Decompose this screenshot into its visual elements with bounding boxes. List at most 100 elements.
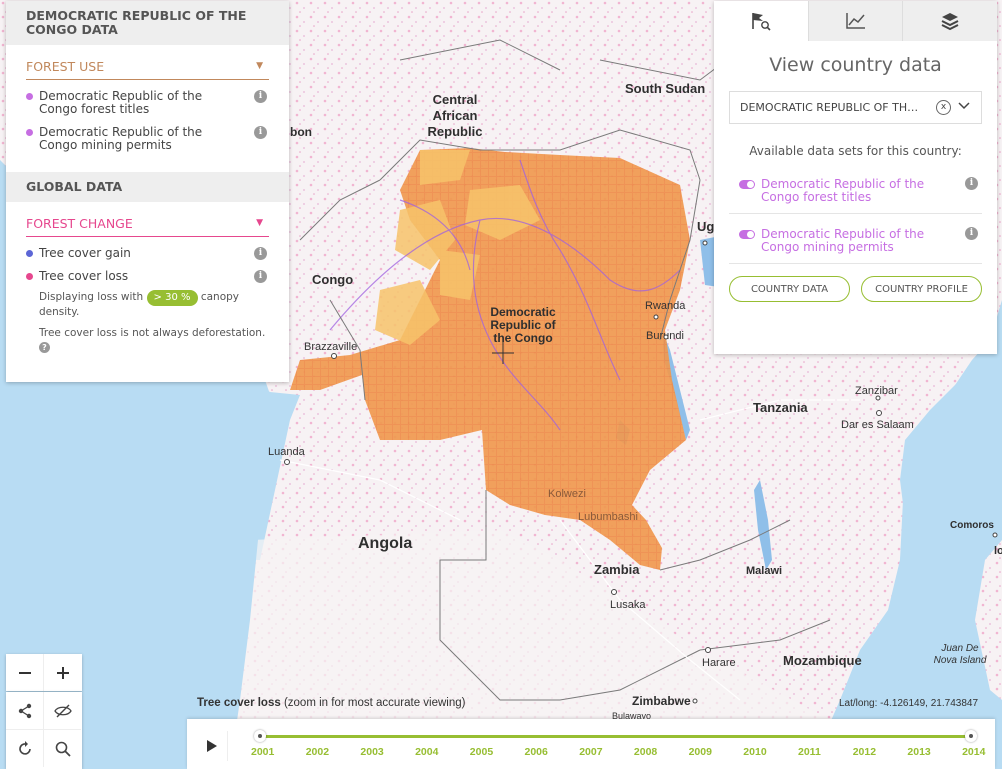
global-data-title: GLOBAL DATA <box>6 172 289 202</box>
country-data-button[interactable]: COUNTRY DATA <box>729 276 850 302</box>
roads <box>279 399 860 701</box>
timeline-year[interactable]: 2008 <box>633 746 658 758</box>
canopy-note-suffix: canopy density. <box>39 291 240 318</box>
timeline-year[interactable]: 2005 <box>469 746 494 758</box>
tab-analysis[interactable] <box>807 1 903 41</box>
legend-dot <box>26 273 33 280</box>
country-profile-button[interactable]: COUNTRY PROFILE <box>861 276 982 302</box>
timeline-year[interactable]: 2003 <box>360 746 384 758</box>
timeline-year[interactable]: 2009 <box>688 746 712 758</box>
legend-item-mining-permits[interactable]: Democratic Republic of the Congo mining … <box>26 116 269 152</box>
info-icon[interactable]: i <box>965 177 978 190</box>
info-icon[interactable]: i <box>254 90 267 103</box>
legend-item-tree-cover-gain[interactable]: Tree cover gain i <box>26 237 269 260</box>
info-icon[interactable]: i <box>965 227 978 240</box>
zoom-in-button[interactable] <box>44 654 81 691</box>
forest-use-dropdown[interactable]: FOREST USE ▼ <box>26 59 269 80</box>
zoom-out-button[interactable] <box>6 654 44 691</box>
label-bulawayo: Bulawayo <box>612 711 652 721</box>
timeline: 2001 2002 2003 2004 2005 2006 2007 2008 2009 2010… <box>187 719 995 769</box>
lat-long-readout: Lat/long: -4.126149, 21.743847 <box>839 698 979 709</box>
panel-buttons: COUNTRY DATA COUNTRY PROFILE <box>729 263 982 302</box>
layers-icon <box>941 13 959 31</box>
legend-label: Tree cover loss <box>39 269 129 283</box>
caret-down-icon: ▼ <box>256 218 263 228</box>
south-land <box>190 530 830 769</box>
timeline-year[interactable]: 2014 <box>962 746 986 758</box>
label-dar-es-salaam: Dar es Salaam <box>841 419 914 431</box>
timeline-track[interactable] <box>260 735 972 738</box>
timeline-end-handle[interactable] <box>965 730 977 742</box>
help-icon[interactable]: ? <box>39 341 50 353</box>
hide-panels-button[interactable] <box>44 692 81 730</box>
map-tools <box>6 692 82 769</box>
label-comoros: Comoros <box>950 520 994 531</box>
timeline-year[interactable]: 2007 <box>579 746 603 758</box>
legend-item-forest-titles[interactable]: Democratic Republic of the Congo forest … <box>26 80 269 116</box>
timeline-year[interactable]: 2001 <box>251 746 275 758</box>
zoom-controls <box>6 654 82 691</box>
label-angola: Angola <box>358 535 413 552</box>
legend-dot <box>26 93 33 100</box>
dataset-toggle[interactable] <box>739 230 755 239</box>
label-zambia: Zambia <box>594 562 640 577</box>
legend-label: Democratic Republic of the Congo mining … <box>39 125 203 152</box>
deforestation-note-text: Tree cover loss is not always deforestat… <box>39 327 266 339</box>
canopy-density-badge[interactable]: > 30 % <box>146 290 198 306</box>
refresh-icon <box>18 740 31 755</box>
search-button[interactable] <box>44 730 81 767</box>
info-icon[interactable]: i <box>254 126 267 139</box>
reset-button[interactable] <box>6 730 44 767</box>
label-central-african-republic: Central African Republic <box>427 92 483 139</box>
chevron-down-icon[interactable] <box>957 99 971 113</box>
timeline-year[interactable]: 2010 <box>743 746 767 758</box>
label-comoros-frag: los <box>994 545 1002 557</box>
dataset-mining-permits[interactable]: Democratic Republic of the Congo mining … <box>729 213 982 263</box>
info-icon[interactable]: i <box>254 270 267 283</box>
line-chart-icon <box>845 13 865 29</box>
label-uganda: Ug <box>697 219 715 234</box>
borders <box>299 39 851 701</box>
label-south-sudan: South Sudan <box>625 81 706 96</box>
timeline-start-handle[interactable] <box>254 730 266 742</box>
legend-item-tree-cover-loss[interactable]: Tree cover loss i <box>26 260 269 283</box>
timeline-year[interactable]: 2004 <box>415 746 439 758</box>
tab-layers[interactable] <box>902 1 998 41</box>
label-gabon: bon <box>290 125 312 139</box>
legend-label: Democratic Republic of the Congo forest … <box>39 89 203 116</box>
timeline-year[interactable]: 2002 <box>305 746 330 758</box>
deforestation-note: Tree cover loss is not always deforestat… <box>26 327 269 354</box>
timeline-year[interactable]: 2012 <box>852 746 877 758</box>
play-button[interactable] <box>197 731 228 761</box>
play-icon <box>207 740 217 752</box>
dataset-label: Democratic Republic of the Congo mining … <box>761 227 925 254</box>
forest-use-label: FOREST USE <box>26 59 105 74</box>
label-luanda: Luanda <box>268 446 305 458</box>
lake-malawi <box>754 480 772 570</box>
caption-note: (zoom in for most accurate viewing) <box>283 697 466 709</box>
timeline-year[interactable]: 2013 <box>907 746 931 758</box>
info-icon[interactable]: i <box>254 247 267 260</box>
label-lubumbashi: Lubumbashi <box>578 511 638 523</box>
share-button[interactable] <box>6 692 44 730</box>
panel-tabs <box>714 1 998 41</box>
indian-ocean <box>830 340 1002 769</box>
layer-caption: Tree cover loss (zoom in for most accura… <box>197 697 465 709</box>
cursor-crosshair <box>492 342 514 364</box>
dataset-forest-titles[interactable]: Democratic Republic of the Congo forest … <box>729 164 982 213</box>
river-network <box>329 159 681 431</box>
dataset-toggle[interactable] <box>739 180 755 189</box>
timeline-year[interactable]: 2006 <box>524 746 548 758</box>
caption-title: Tree cover loss <box>197 697 281 709</box>
forest-change-dropdown[interactable]: FOREST CHANGE ▼ <box>26 216 269 237</box>
label-zimbabwe: Zimbabwe <box>632 694 691 708</box>
tab-country-search[interactable] <box>714 1 808 41</box>
label-lusaka: Lusaka <box>610 599 646 611</box>
minus-icon <box>18 671 31 674</box>
legend-label: Tree cover gain <box>39 246 131 260</box>
clear-icon[interactable]: x <box>936 100 951 115</box>
country-select[interactable]: DEMOCRATIC REPUBLIC OF THE CONGO x <box>729 91 982 124</box>
timeline-year[interactable]: 2011 <box>798 746 821 758</box>
canopy-note: Displaying loss with > 30 % canopy densi… <box>26 290 269 319</box>
